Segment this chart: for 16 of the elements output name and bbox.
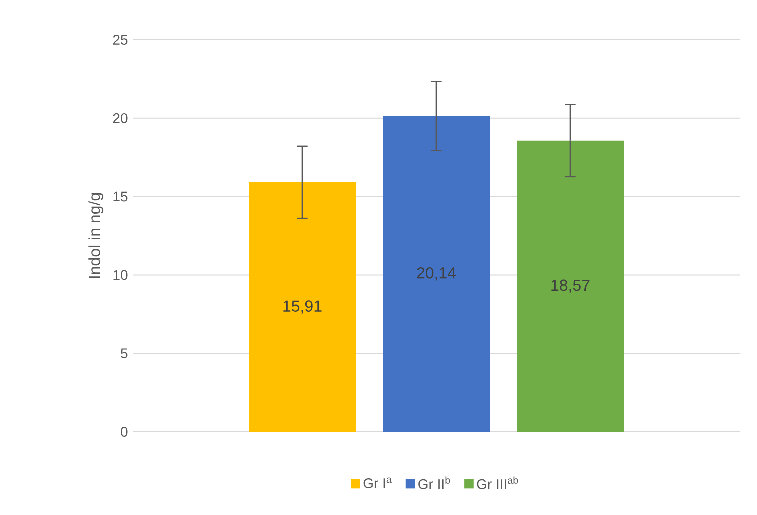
bar <box>249 182 356 432</box>
y-axis-title: Indol in ng/g <box>88 193 104 278</box>
y-tick-label: 15 <box>114 192 128 202</box>
bar <box>517 140 624 432</box>
data-label: 15,91 <box>284 300 322 314</box>
y-tick-label: 20 <box>113 113 128 124</box>
data-label: 20,14 <box>417 268 456 281</box>
bar <box>383 116 490 432</box>
legend-label: Gr III$^{ab}$ <box>477 476 518 490</box>
data-label: 18,57 <box>552 280 590 294</box>
y-tick-label: 25 <box>113 35 128 45</box>
legend-label: Gr I$^{a}$ <box>364 478 392 488</box>
y-tick-label: 0 <box>121 427 128 437</box>
legend-label: Gr II$^{b}$ <box>418 476 450 490</box>
y-tick-label: 10 <box>114 270 128 280</box>
y-tick-label: 5 <box>121 348 128 358</box>
